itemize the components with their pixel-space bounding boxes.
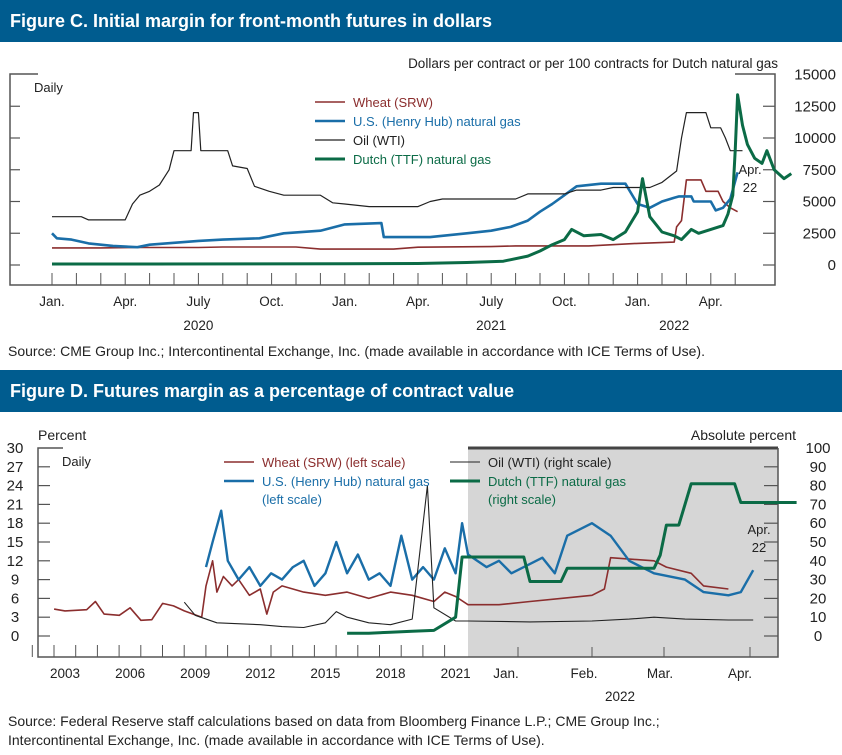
series-line-1 bbox=[51, 171, 739, 249]
x-tick-label-month: Feb. bbox=[570, 666, 597, 681]
right-y-tick-label: 80 bbox=[810, 478, 827, 495]
x-tick-label: Jan. bbox=[332, 294, 358, 309]
x-year-label: 2022 bbox=[659, 318, 689, 333]
series-line-1 bbox=[204, 509, 755, 597]
x-year-label: 2022 bbox=[605, 689, 635, 704]
annotation-apr: Apr. bbox=[747, 522, 770, 537]
right-y-tick-label: 0 bbox=[814, 628, 822, 645]
x-tick-label-month: Jan. bbox=[493, 666, 519, 681]
x-tick-label-month: Mar. bbox=[647, 666, 673, 681]
series-line-2 bbox=[52, 111, 743, 221]
left-axis-label: Percent bbox=[38, 427, 86, 443]
left-y-tick-label: 24 bbox=[7, 478, 24, 495]
y-tick-label: 0 bbox=[828, 257, 836, 274]
x-tick-label: July bbox=[479, 294, 503, 309]
y-tick-label: 10000 bbox=[794, 130, 836, 147]
frequency-label: Daily bbox=[34, 80, 63, 95]
legend-label-1: U.S. (Henry Hub) natural gas bbox=[353, 114, 521, 129]
left-y-tick-label: 9 bbox=[11, 572, 19, 589]
legend-label-3: Dutch (TTF) natural gas bbox=[353, 152, 491, 167]
x-tick-label: 2012 bbox=[245, 666, 275, 681]
legend-label-2: Oil (WTI) bbox=[353, 133, 405, 148]
frequency-label: Daily bbox=[62, 454, 91, 469]
series-line-0 bbox=[52, 179, 738, 250]
figure-c-chart: 0 2500 5000 7500 10000 12500 15000 Jan. Apr. July… bbox=[9, 56, 836, 333]
plot-frame bbox=[37, 447, 779, 658]
right-y-tick-label: 60 bbox=[810, 515, 827, 532]
y-tick-label: 15000 bbox=[794, 67, 836, 84]
x-year-label: 2020 bbox=[183, 318, 213, 333]
right-axis-label: Absolute percent bbox=[691, 427, 796, 443]
figure-c-source: Source: CME Group Inc.; Intercontinental… bbox=[8, 343, 705, 359]
right-y-tick-label: 30 bbox=[810, 572, 827, 589]
left-y-tick-label: 30 bbox=[7, 440, 24, 457]
right-y-tick-label: 20 bbox=[810, 590, 827, 607]
x-tick-label: July bbox=[186, 294, 210, 309]
left-y-tick-label: 21 bbox=[7, 496, 24, 513]
legend-label-0: Wheat (SRW) (left scale) bbox=[262, 455, 406, 470]
y-tick-label: 2500 bbox=[803, 225, 836, 242]
x-tick-label: 2021 bbox=[441, 666, 471, 681]
right-y-tick-label: 100 bbox=[805, 440, 830, 457]
right-y-tick-label: 10 bbox=[810, 609, 827, 626]
series-line-2 bbox=[183, 485, 754, 629]
legend-label-2: Oil (WTI) (right scale) bbox=[488, 455, 612, 470]
x-tick-label-month: Apr. bbox=[728, 666, 752, 681]
x-tick-label: Apr. bbox=[406, 294, 430, 309]
right-y-tick-label: 40 bbox=[810, 553, 827, 570]
x-tick-label: Apr. bbox=[113, 294, 137, 309]
x-year-label: 2021 bbox=[476, 318, 506, 333]
figure-d-source: Source: Federal Reserve staff calculatio… bbox=[8, 712, 660, 750]
y-tick-label: 7500 bbox=[803, 162, 836, 179]
legend-label-0: Wheat (SRW) bbox=[353, 95, 433, 110]
x-tick-label: Jan. bbox=[625, 294, 651, 309]
x-tick-label: Oct. bbox=[259, 294, 284, 309]
left-y-tick-label: 15 bbox=[7, 534, 24, 551]
x-tick-label: Jan. bbox=[39, 294, 65, 309]
y-tick-label: 12500 bbox=[794, 98, 836, 115]
x-tick-label: 2003 bbox=[50, 666, 80, 681]
left-y-tick-label: 6 bbox=[11, 590, 19, 607]
x-tick-label: 2009 bbox=[180, 666, 210, 681]
y-tick-label: 5000 bbox=[803, 194, 836, 211]
legend-label-3-line2: (right scale) bbox=[488, 492, 556, 507]
x-tick-label: Oct. bbox=[552, 294, 577, 309]
series-line-3 bbox=[52, 93, 793, 266]
left-y-tick-label: 18 bbox=[7, 515, 24, 532]
left-y-tick-label: 3 bbox=[11, 609, 19, 626]
legend-label-1-line2: (left scale) bbox=[262, 492, 322, 507]
figure-d-source-line2: Intercontinental Exchange, Inc. (made av… bbox=[8, 732, 545, 748]
right-y-tick-label: 50 bbox=[810, 534, 827, 551]
legend-label-3: Dutch (TTF) natural gas bbox=[488, 474, 626, 489]
figure-d-source-line1: Source: Federal Reserve staff calculatio… bbox=[8, 713, 660, 729]
annotation-22: 22 bbox=[752, 540, 766, 555]
right-y-tick-label: 70 bbox=[810, 496, 827, 513]
figure-c-title: Figure C. Initial margin for front-month… bbox=[0, 0, 842, 42]
y-axis-label: Dollars per contract or per 100 contract… bbox=[408, 56, 778, 71]
right-y-tick-label: 90 bbox=[810, 459, 827, 476]
figure-d-title: Figure D. Futures margin as a percentage… bbox=[0, 370, 842, 412]
x-tick-label: Apr. bbox=[699, 294, 723, 309]
left-y-tick-label: 0 bbox=[11, 628, 19, 645]
legend-label-1: U.S. (Henry Hub) natural gas bbox=[262, 474, 430, 489]
plot-frame bbox=[9, 73, 776, 286]
x-tick-label: 2015 bbox=[310, 666, 340, 681]
series-line-0 bbox=[53, 556, 729, 622]
left-y-tick-label: 12 bbox=[7, 553, 24, 570]
annotation-apr: Apr. bbox=[738, 162, 761, 177]
series-line-3 bbox=[347, 482, 797, 635]
x-tick-label: 2018 bbox=[375, 666, 405, 681]
annotation-22: 22 bbox=[743, 180, 757, 195]
shaded-2022-region bbox=[468, 448, 778, 657]
x-tick-label: 2006 bbox=[115, 666, 145, 681]
left-y-tick-label: 27 bbox=[7, 459, 24, 476]
